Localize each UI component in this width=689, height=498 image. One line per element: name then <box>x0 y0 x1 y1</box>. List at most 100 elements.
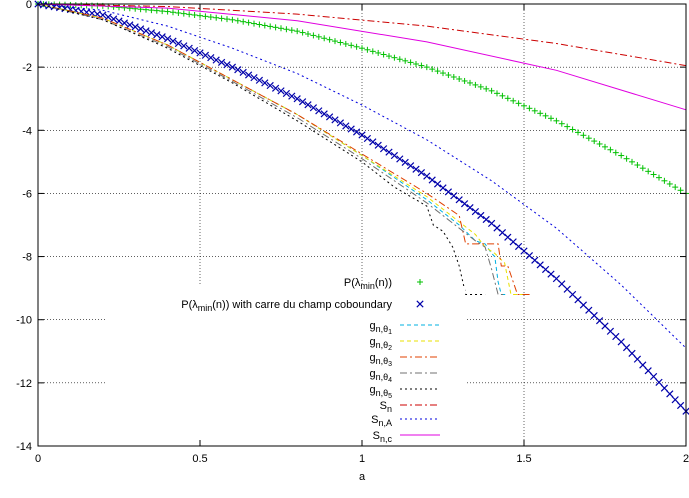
data-point <box>498 229 507 237</box>
x-tick-label: 2 <box>683 453 689 465</box>
y-tick-label: -8 <box>22 252 32 264</box>
data-point <box>547 270 555 278</box>
data-point <box>115 17 123 25</box>
data-point <box>185 44 193 52</box>
data-point <box>639 361 647 369</box>
x-axis-title: a <box>359 471 366 483</box>
legend-label-sub: n,θ <box>376 388 389 398</box>
series-line <box>37 3 531 295</box>
data-point <box>331 116 339 124</box>
data-point <box>288 92 296 100</box>
data-point <box>120 19 129 27</box>
data-point <box>487 219 496 228</box>
legend-label-main: g <box>369 336 375 348</box>
data-point <box>644 367 652 375</box>
legend-label: gn,θ1 <box>369 320 392 336</box>
legend-label-rest: (n)) <box>375 277 392 289</box>
legend-sample <box>416 300 424 308</box>
data-point <box>304 101 312 109</box>
series-line <box>37 3 687 349</box>
legend-background <box>105 286 465 442</box>
legend-label-sub: min <box>360 281 375 291</box>
data-point <box>244 71 253 79</box>
data-point <box>558 280 566 288</box>
data-point <box>622 343 631 352</box>
data-point <box>423 172 431 180</box>
data-point <box>563 285 571 293</box>
data-point <box>271 84 280 92</box>
series-3 <box>37 3 508 295</box>
y-tick-label: -6 <box>22 188 32 200</box>
legend-label: gn,θ3 <box>369 352 392 368</box>
data-point <box>99 11 107 19</box>
data-point <box>385 148 393 156</box>
data-point <box>217 58 226 67</box>
data-point <box>174 39 183 48</box>
y-tick-label: -12 <box>16 378 32 390</box>
data-point <box>666 390 674 398</box>
data-point <box>234 66 242 74</box>
data-point <box>585 306 593 314</box>
data-point <box>531 256 539 264</box>
data-point <box>390 151 399 160</box>
data-point <box>374 141 382 149</box>
data-point <box>466 204 474 212</box>
x-tick-label: 0 <box>35 453 41 465</box>
legend-label-sub: n,θ <box>376 372 389 382</box>
legend-label-sub: min <box>198 303 213 313</box>
data-point <box>493 224 501 232</box>
series-2 <box>34 0 689 415</box>
legend-label-main: P(λ <box>181 299 198 311</box>
legend-label-subsub: 2 <box>388 345 392 352</box>
data-point <box>136 25 145 33</box>
legend-label-sub: n <box>387 404 392 414</box>
data-point <box>595 317 604 325</box>
data-point <box>190 46 199 55</box>
legend-label-subsub: 5 <box>388 393 392 400</box>
data-point <box>342 122 350 130</box>
data-point <box>277 87 285 95</box>
legend-label-sub: n,c <box>380 434 393 444</box>
x-tick-label: 1 <box>359 453 365 465</box>
legend-label: Sn,A <box>371 414 392 428</box>
series-10 <box>37 3 687 111</box>
data-point <box>196 49 204 57</box>
data-point <box>671 396 679 404</box>
data-point <box>514 242 523 251</box>
legend-label-sub: n,θ <box>376 356 389 366</box>
data-point <box>460 200 469 208</box>
y-tick-label: -2 <box>22 62 32 74</box>
data-point <box>147 29 156 37</box>
legend-label-subsub: 1 <box>388 329 392 336</box>
data-point <box>158 33 166 41</box>
x-tick-label: 1.5 <box>516 453 531 465</box>
series-4 <box>37 3 524 295</box>
data-point <box>590 311 598 320</box>
series-line <box>37 3 505 295</box>
data-point <box>655 378 663 386</box>
data-point <box>428 176 436 184</box>
axis-ticks: 0 0.5 1 1.5 2 0 -2 -4 -6 -8 -10 -12 -14 <box>16 0 689 465</box>
data-point <box>617 338 625 346</box>
legend-label-main: g <box>369 384 375 396</box>
data-point <box>239 68 247 77</box>
data-point <box>579 301 588 309</box>
data-point <box>379 145 388 153</box>
data-point <box>228 63 237 71</box>
data-point <box>660 384 669 392</box>
data-point <box>363 134 372 143</box>
data-point <box>439 184 447 192</box>
legend-label-main: g <box>369 368 375 380</box>
data-point <box>504 233 512 241</box>
data-point <box>649 372 658 381</box>
data-point <box>676 401 685 410</box>
data-point <box>223 61 231 69</box>
series-6 <box>37 3 505 295</box>
legend-label-sub: n,A <box>378 418 392 428</box>
data-point <box>601 322 609 330</box>
data-point <box>568 290 577 299</box>
data-point <box>606 327 615 335</box>
data-point <box>320 110 328 118</box>
data-point <box>126 21 134 29</box>
